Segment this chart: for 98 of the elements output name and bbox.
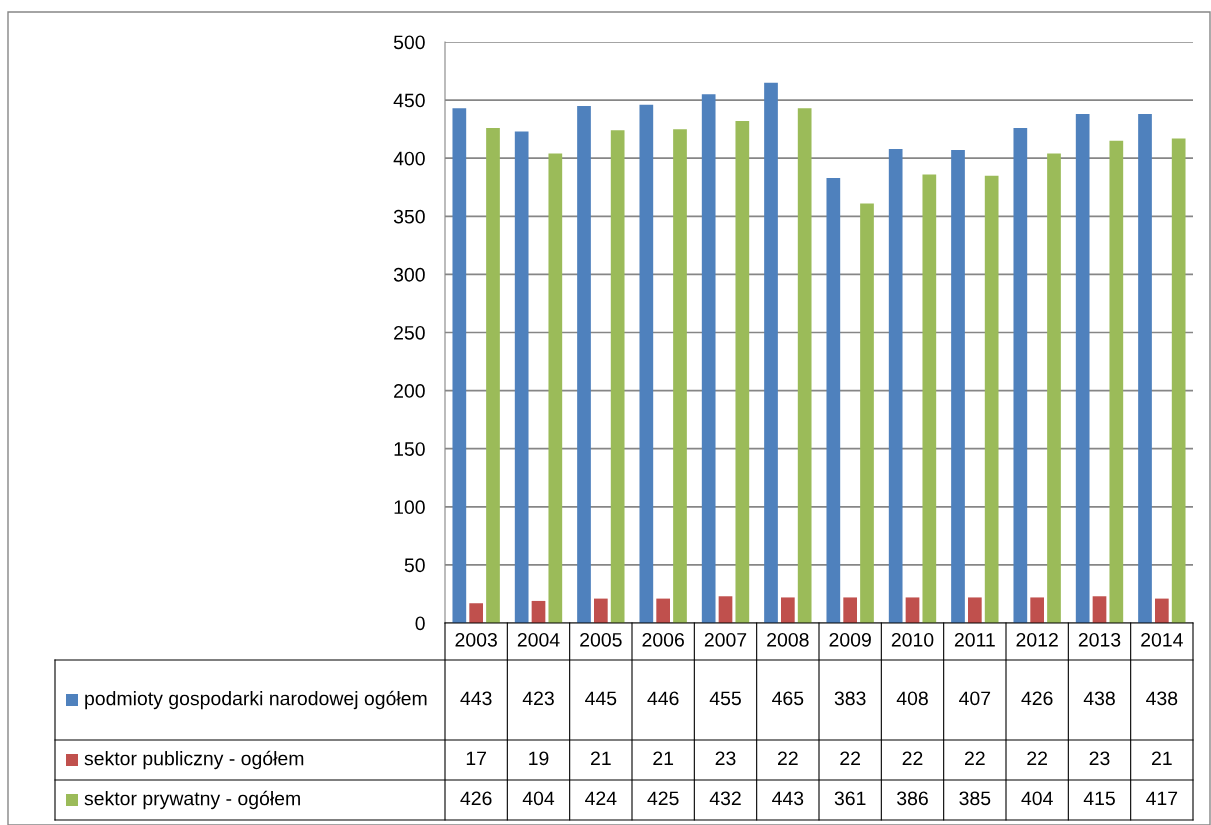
y-tick-label: 500 bbox=[393, 35, 425, 50]
bar bbox=[905, 597, 920, 623]
bar bbox=[656, 598, 671, 623]
data-label: 21 bbox=[1152, 751, 1172, 766]
data-label: 423 bbox=[522, 691, 554, 706]
data-label: 438 bbox=[1083, 691, 1115, 706]
data-label: 407 bbox=[959, 691, 991, 706]
bar bbox=[843, 597, 858, 623]
x-tick-label: 2010 bbox=[891, 632, 934, 647]
data-label: 22 bbox=[965, 751, 985, 766]
x-tick-label: 2011 bbox=[954, 632, 995, 647]
data-label: 438 bbox=[1146, 691, 1178, 706]
bar bbox=[1047, 153, 1061, 623]
bar bbox=[1030, 597, 1045, 623]
data-label: 432 bbox=[709, 791, 741, 806]
bar bbox=[1013, 127, 1028, 623]
data-label: 23 bbox=[715, 751, 736, 766]
y-tick-label: 0 bbox=[415, 616, 425, 631]
bar bbox=[548, 153, 563, 623]
data-label: 404 bbox=[522, 791, 555, 806]
x-tick-label: 2008 bbox=[767, 632, 809, 647]
y-tick-label: 400 bbox=[393, 151, 425, 166]
data-label: 361 bbox=[834, 791, 866, 806]
data-label: 21 bbox=[653, 751, 674, 766]
bar bbox=[1138, 114, 1152, 623]
bar bbox=[639, 104, 654, 623]
bar bbox=[780, 597, 795, 623]
bar bbox=[764, 82, 778, 623]
data-label: 443 bbox=[772, 791, 804, 806]
y-tick-label: 350 bbox=[393, 209, 425, 224]
legend-label: sektor publiczny - ogółem bbox=[84, 750, 304, 770]
bar bbox=[888, 148, 903, 623]
bar bbox=[1092, 596, 1107, 623]
bar bbox=[984, 175, 999, 623]
data-label: 424 bbox=[585, 791, 617, 806]
x-tick-label: 2003 bbox=[455, 632, 497, 647]
data-label: 446 bbox=[647, 691, 679, 706]
data-label: 22 bbox=[778, 751, 798, 766]
data-label: 21 bbox=[591, 751, 611, 766]
bar bbox=[701, 94, 716, 623]
x-tick-label: 2009 bbox=[829, 632, 871, 647]
bar bbox=[593, 598, 608, 623]
bar bbox=[1109, 140, 1124, 623]
data-label: 425 bbox=[647, 791, 679, 806]
bar bbox=[673, 129, 687, 623]
y-tick-label: 50 bbox=[404, 558, 425, 573]
x-tick-label: 2004 bbox=[517, 632, 560, 647]
x-tick-label: 2014 bbox=[1141, 632, 1183, 647]
bar bbox=[718, 596, 733, 623]
bar bbox=[1171, 138, 1186, 623]
data-label: 385 bbox=[959, 791, 991, 806]
bar bbox=[610, 130, 625, 623]
bar bbox=[826, 177, 841, 623]
y-tick-label: 200 bbox=[394, 384, 425, 398]
x-tick-label: 2013 bbox=[1078, 632, 1121, 647]
data-label: 19 bbox=[529, 751, 549, 766]
y-tick-label: 250 bbox=[394, 325, 425, 340]
data-label: 465 bbox=[772, 691, 804, 706]
bar bbox=[577, 105, 591, 623]
data-label: 417 bbox=[1146, 791, 1178, 806]
data-label: 445 bbox=[585, 691, 617, 706]
legend-label: sektor prywatny - ogółem bbox=[84, 790, 300, 810]
data-label: 408 bbox=[896, 691, 928, 706]
data-label: 455 bbox=[709, 691, 741, 706]
y-tick-label: 300 bbox=[393, 267, 425, 282]
data-label: 386 bbox=[897, 791, 928, 806]
data-label: 17 bbox=[466, 751, 487, 766]
data-label: 415 bbox=[1083, 791, 1115, 806]
data-label: 443 bbox=[460, 691, 492, 706]
data-label: 23 bbox=[1089, 751, 1110, 766]
bar bbox=[469, 603, 484, 623]
bar bbox=[452, 108, 467, 623]
y-tick-label: 150 bbox=[394, 442, 425, 456]
data-label: 383 bbox=[834, 691, 866, 706]
bar bbox=[797, 108, 812, 623]
data-label: 22 bbox=[1027, 751, 1048, 766]
bar bbox=[951, 150, 965, 623]
bar bbox=[1154, 598, 1169, 623]
data-label: 426 bbox=[460, 791, 492, 806]
bar bbox=[860, 203, 874, 623]
legend-label: podmioty gospodarki narodowej ogółem bbox=[85, 690, 427, 710]
bar bbox=[531, 600, 546, 623]
data-label: 22 bbox=[902, 751, 923, 766]
bar bbox=[735, 121, 750, 623]
data-label: 22 bbox=[840, 751, 861, 766]
x-tick-label: 2005 bbox=[580, 632, 622, 647]
data-label: 404 bbox=[1021, 791, 1053, 806]
y-tick-label: 450 bbox=[393, 93, 425, 108]
x-tick-label: 2006 bbox=[642, 632, 684, 647]
bar bbox=[514, 131, 529, 623]
bar bbox=[922, 174, 937, 623]
bar bbox=[1075, 114, 1090, 623]
x-tick-label: 2012 bbox=[1016, 632, 1058, 647]
data-label: 426 bbox=[1021, 691, 1053, 706]
bar bbox=[486, 127, 500, 623]
bar bbox=[967, 597, 982, 623]
x-tick-label: 2007 bbox=[704, 632, 747, 647]
y-tick-label: 100 bbox=[394, 500, 425, 515]
